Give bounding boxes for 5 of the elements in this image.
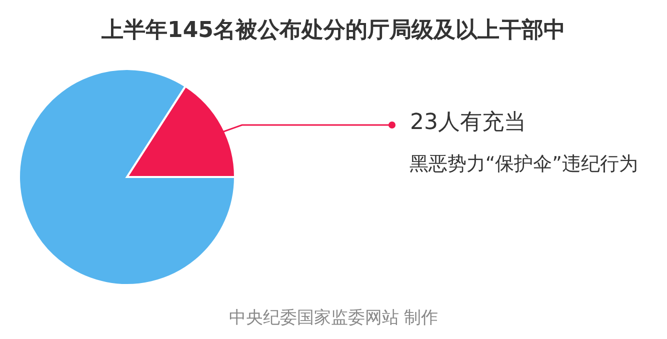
text: 中央纪委国家监委网站 制作 bbox=[228, 308, 438, 328]
text: 黑恶势力“保护伞”违纪行为 bbox=[409, 153, 638, 175]
pie-slice bbox=[18, 68, 236, 286]
text: 上半年145名被公布处分的厅局级及以上干部中 bbox=[100, 17, 566, 43]
text: 23人有充当 bbox=[410, 110, 526, 135]
